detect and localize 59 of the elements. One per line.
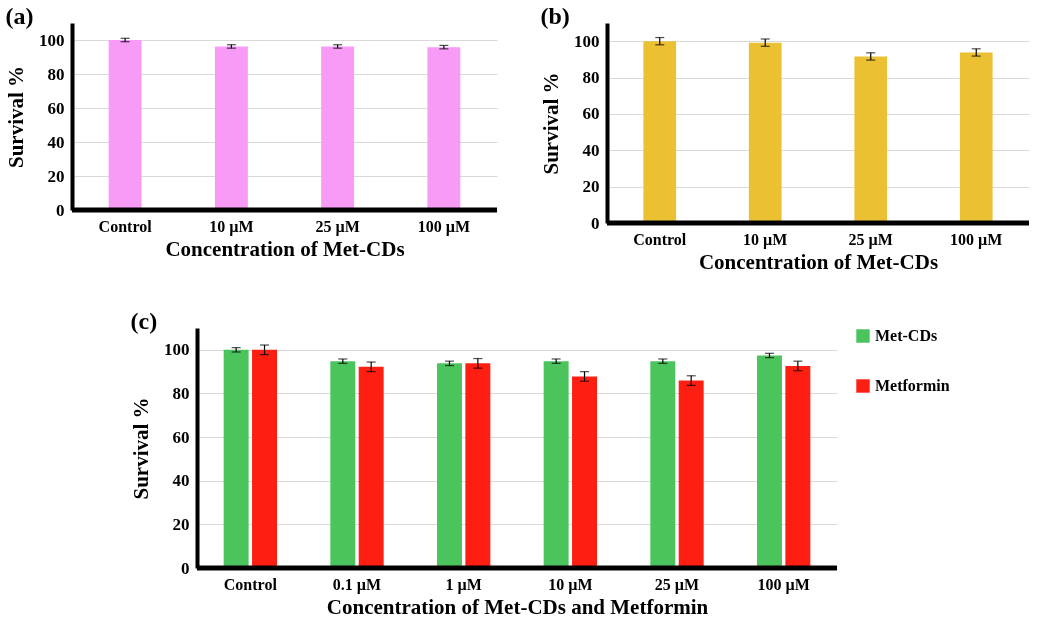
y-tick-label: 0 bbox=[56, 200, 65, 220]
x-tick-label: 25 µM bbox=[654, 575, 700, 594]
bar bbox=[757, 355, 782, 568]
y-tick-label: 20 bbox=[172, 514, 190, 534]
x-tick-label: 10 µM bbox=[548, 575, 593, 594]
bar bbox=[572, 376, 597, 568]
x-tick-label: 0.1 µM bbox=[332, 575, 382, 594]
x-tick-label: 10 µM bbox=[743, 230, 788, 249]
x-tick-label: Control bbox=[98, 217, 153, 235]
y-axis-title: Survival % bbox=[4, 65, 28, 169]
y-tick-label: 0 bbox=[591, 213, 600, 233]
x-tick-label: 25 µM bbox=[848, 230, 893, 249]
chart-title: (b) bbox=[540, 3, 570, 29]
legend-label: Met-CDs bbox=[875, 327, 938, 344]
y-tick-label: 100 bbox=[574, 31, 600, 51]
y-tick-label: 80 bbox=[172, 383, 190, 403]
bar bbox=[252, 349, 277, 568]
bar bbox=[785, 365, 811, 568]
y-tick-label: 20 bbox=[47, 166, 65, 186]
y-tick-label: 40 bbox=[47, 132, 65, 152]
x-tick-label: 100 µM bbox=[417, 217, 471, 236]
y-axis-title: Survival % bbox=[129, 397, 153, 500]
y-tick-label: 60 bbox=[47, 98, 65, 118]
y-tick-label: 80 bbox=[582, 68, 600, 88]
x-tick-label: 10 µM bbox=[209, 217, 254, 236]
bar bbox=[678, 380, 704, 568]
y-tick-label: 40 bbox=[582, 140, 600, 160]
chart-title: (c) bbox=[130, 308, 158, 334]
chart-title: (a) bbox=[5, 3, 34, 29]
y-tick-label: 100 bbox=[164, 340, 190, 360]
bar bbox=[650, 361, 676, 568]
bar bbox=[465, 363, 491, 568]
x-tick-label: 100 µM bbox=[950, 230, 1003, 249]
y-tick-label: 60 bbox=[582, 104, 600, 124]
bar bbox=[330, 361, 356, 568]
x-tick-label: 25 µM bbox=[315, 217, 360, 236]
y-tick-label: 100 bbox=[39, 30, 65, 50]
y-tick-label: 60 bbox=[172, 427, 190, 447]
bar bbox=[748, 42, 782, 223]
bar bbox=[643, 41, 677, 223]
bar bbox=[358, 366, 384, 568]
x-tick-label: Control bbox=[633, 230, 687, 248]
bar bbox=[959, 52, 993, 223]
y-tick-label: 80 bbox=[47, 64, 65, 84]
bar bbox=[543, 361, 569, 568]
x-axis-title: Concentration of Met-CDs bbox=[165, 236, 405, 261]
x-axis-title: Concentration of Met-CDs bbox=[698, 249, 939, 274]
x-tick-label: Control bbox=[223, 575, 278, 593]
bar bbox=[437, 363, 462, 568]
x-tick-label: 100 µM bbox=[757, 575, 810, 594]
x-axis-title: Concentration of Met-CDs and Metformin bbox=[326, 594, 709, 619]
y-tick-label: 0 bbox=[181, 558, 190, 578]
bar bbox=[854, 56, 888, 223]
legend-label: Metformin bbox=[875, 377, 950, 394]
bar bbox=[223, 349, 249, 568]
y-tick-label: 20 bbox=[582, 177, 600, 197]
y-axis-title: Survival % bbox=[539, 72, 563, 175]
x-tick-label: 1 µM bbox=[445, 575, 482, 594]
y-tick-label: 40 bbox=[172, 471, 190, 491]
